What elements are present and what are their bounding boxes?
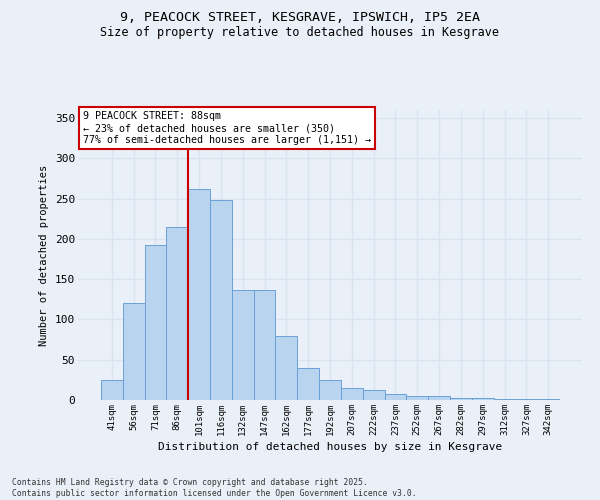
Y-axis label: Number of detached properties: Number of detached properties — [40, 164, 49, 346]
Bar — [406, 396, 428, 400]
Text: 9 PEACOCK STREET: 88sqm
← 23% of detached houses are smaller (350)
77% of semi-d: 9 PEACOCK STREET: 88sqm ← 23% of detache… — [83, 112, 371, 144]
Bar — [254, 290, 275, 400]
Bar — [145, 246, 166, 400]
Text: Size of property relative to detached houses in Kesgrave: Size of property relative to detached ho… — [101, 26, 499, 39]
Text: Contains HM Land Registry data © Crown copyright and database right 2025.
Contai: Contains HM Land Registry data © Crown c… — [12, 478, 416, 498]
Bar — [515, 399, 537, 400]
Bar — [188, 189, 210, 400]
Bar — [101, 380, 123, 400]
Bar — [472, 398, 494, 400]
Bar — [319, 380, 341, 400]
Bar — [232, 290, 254, 400]
Bar — [166, 227, 188, 400]
X-axis label: Distribution of detached houses by size in Kesgrave: Distribution of detached houses by size … — [158, 442, 502, 452]
Bar — [210, 200, 232, 400]
Bar — [123, 304, 145, 400]
Bar — [537, 399, 559, 400]
Bar — [450, 398, 472, 400]
Bar — [385, 394, 406, 400]
Bar — [275, 336, 297, 400]
Bar — [297, 368, 319, 400]
Bar — [428, 396, 450, 400]
Bar — [363, 390, 385, 400]
Bar — [341, 388, 363, 400]
Text: 9, PEACOCK STREET, KESGRAVE, IPSWICH, IP5 2EA: 9, PEACOCK STREET, KESGRAVE, IPSWICH, IP… — [120, 11, 480, 24]
Bar — [494, 399, 515, 400]
